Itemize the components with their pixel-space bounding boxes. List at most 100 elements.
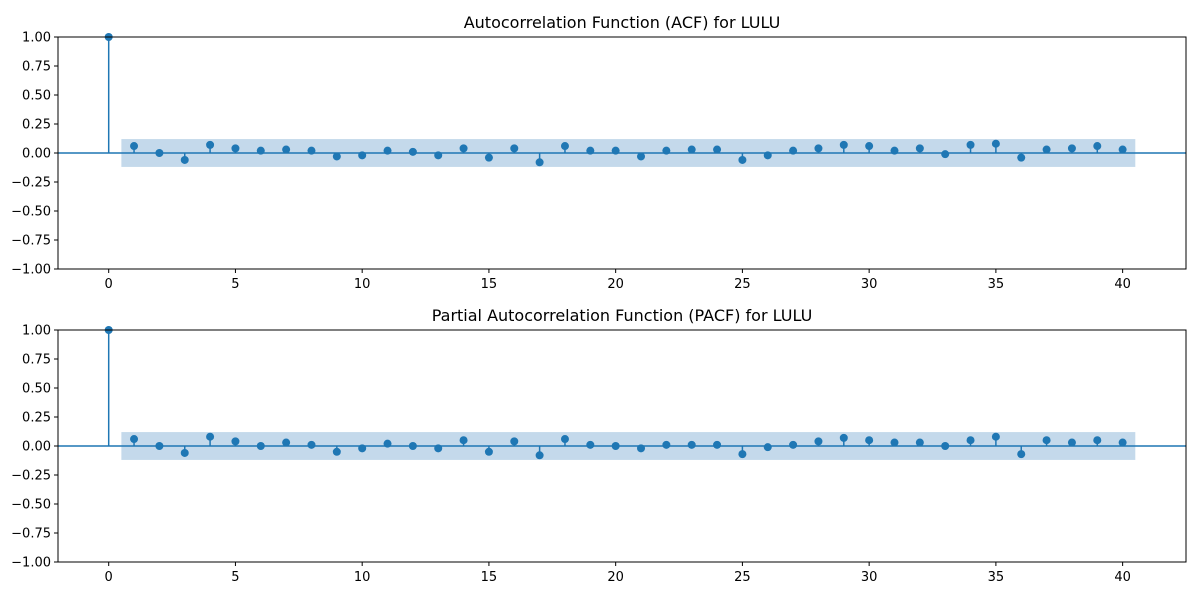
pacf-y-tick-label: 0.25 bbox=[22, 411, 51, 426]
pacf-marker-lag-8 bbox=[307, 440, 316, 449]
acf-x-tick-label: 35 bbox=[988, 277, 1005, 292]
acf-y-tick-label: 0.50 bbox=[22, 89, 51, 104]
pacf-marker-lag-9 bbox=[332, 447, 341, 456]
pacf-marker-lag-7 bbox=[282, 438, 291, 447]
acf-marker-lag-5 bbox=[231, 144, 240, 153]
pacf-marker-lag-30 bbox=[865, 436, 874, 445]
pacf-panel: Partial Autocorrelation Function (PACF) … bbox=[11, 306, 1187, 585]
pacf-x-tick-label: 15 bbox=[481, 570, 498, 585]
acf-marker-lag-13 bbox=[434, 151, 443, 160]
pacf-marker-lag-24 bbox=[713, 440, 722, 449]
pacf-y-tick-label: 1.00 bbox=[22, 324, 51, 339]
pacf-marker-lag-36 bbox=[1017, 450, 1026, 459]
acf-marker-lag-27 bbox=[789, 146, 798, 155]
acf-marker-lag-36 bbox=[1017, 153, 1026, 162]
pacf-y-tick-label: 0.75 bbox=[22, 353, 51, 368]
acf-y-tick-label: −0.50 bbox=[11, 205, 51, 220]
acf-marker-lag-7 bbox=[282, 145, 291, 154]
pacf-marker-lag-19 bbox=[586, 440, 595, 449]
acf-x-tick-label: 5 bbox=[231, 277, 239, 292]
acf-y-tick-label: −0.25 bbox=[11, 176, 51, 191]
pacf-x-tick-label: 20 bbox=[607, 570, 624, 585]
pacf-marker-lag-20 bbox=[611, 442, 620, 450]
pacf-y-tick-label: 0.00 bbox=[22, 440, 51, 455]
acf-marker-lag-10 bbox=[358, 151, 367, 160]
acf-marker-lag-26 bbox=[763, 151, 772, 160]
acf-marker-lag-32 bbox=[915, 144, 924, 153]
acf-marker-lag-6 bbox=[256, 146, 265, 155]
pacf-x-tick-label: 35 bbox=[988, 570, 1005, 585]
pacf-marker-lag-18 bbox=[560, 435, 569, 444]
pacf-x-tick-label: 30 bbox=[861, 570, 878, 585]
pacf-marker-lag-32 bbox=[915, 438, 924, 447]
pacf-marker-lag-39 bbox=[1093, 436, 1102, 445]
acf-marker-lag-39 bbox=[1093, 142, 1102, 151]
acf-marker-lag-29 bbox=[839, 140, 848, 149]
pacf-marker-lag-6 bbox=[256, 442, 265, 450]
pacf-marker-lag-26 bbox=[763, 443, 772, 452]
acf-chart-title: Autocorrelation Function (ACF) for LULU bbox=[464, 13, 781, 32]
pacf-y-tick-label: 0.50 bbox=[22, 382, 51, 397]
pacf-x-tick-label: 25 bbox=[734, 570, 751, 585]
pacf-marker-lag-16 bbox=[510, 437, 519, 446]
acf-marker-lag-24 bbox=[713, 145, 722, 154]
pacf-marker-lag-29 bbox=[839, 433, 848, 442]
acf-marker-lag-1 bbox=[130, 142, 139, 151]
pacf-x-tick-label: 40 bbox=[1114, 570, 1131, 585]
acf-marker-lag-38 bbox=[1067, 144, 1076, 153]
pacf-marker-lag-15 bbox=[484, 447, 493, 456]
pacf-marker-lag-34 bbox=[966, 436, 975, 445]
acf-marker-lag-23 bbox=[687, 145, 696, 154]
pacf-marker-lag-37 bbox=[1042, 436, 1051, 445]
acf-marker-lag-19 bbox=[586, 146, 595, 155]
acf-marker-lag-16 bbox=[510, 144, 519, 153]
acf-marker-lag-17 bbox=[535, 158, 544, 167]
pacf-marker-lag-10 bbox=[358, 444, 367, 453]
pacf-marker-lag-28 bbox=[814, 437, 823, 446]
acf-x-tick-label: 25 bbox=[734, 277, 751, 292]
pacf-marker-lag-25 bbox=[738, 450, 747, 459]
acf-x-tick-label: 20 bbox=[607, 277, 624, 292]
pacf-marker-lag-13 bbox=[434, 444, 443, 453]
acf-y-tick-label: 0.75 bbox=[22, 60, 51, 75]
pacf-x-tick-label: 5 bbox=[231, 570, 239, 585]
acf-panel: Autocorrelation Function (ACF) for LULU … bbox=[11, 13, 1187, 292]
pacf-x-tick-label: 10 bbox=[354, 570, 371, 585]
acf-y-tick-label: 1.00 bbox=[22, 31, 51, 46]
pacf-marker-lag-11 bbox=[383, 439, 392, 448]
pacf-marker-lag-17 bbox=[535, 451, 544, 460]
acf-x-tick-label: 10 bbox=[354, 277, 371, 292]
acf-marker-lag-11 bbox=[383, 146, 392, 155]
acf-marker-lag-28 bbox=[814, 144, 823, 153]
acf-y-tick-label: 0.25 bbox=[22, 118, 51, 133]
pacf-marker-lag-5 bbox=[231, 437, 240, 446]
acf-marker-lag-3 bbox=[180, 155, 189, 164]
acf-y-tick-label: −0.75 bbox=[11, 234, 51, 249]
acf-marker-lag-30 bbox=[865, 142, 874, 151]
pacf-y-tick-label: −0.75 bbox=[11, 527, 51, 542]
acf-marker-lag-22 bbox=[662, 146, 671, 155]
acf-marker-lag-37 bbox=[1042, 145, 1051, 154]
acf-marker-lag-18 bbox=[560, 142, 569, 151]
pacf-marker-lag-12 bbox=[408, 442, 417, 450]
acf-marker-lag-14 bbox=[459, 144, 468, 153]
pacf-marker-lag-21 bbox=[637, 444, 646, 453]
acf-marker-lag-2 bbox=[155, 149, 164, 157]
acf-marker-lag-33 bbox=[941, 150, 950, 159]
pacf-marker-lag-23 bbox=[687, 440, 696, 449]
acf-marker-lag-25 bbox=[738, 155, 747, 164]
pacf-chart-title: Partial Autocorrelation Function (PACF) … bbox=[432, 306, 813, 325]
acf-marker-lag-21 bbox=[637, 152, 646, 161]
acf-marker-lag-8 bbox=[307, 146, 316, 155]
acf-marker-lag-40 bbox=[1118, 145, 1127, 154]
acf-x-tick-label: 30 bbox=[861, 277, 878, 292]
pacf-marker-lag-14 bbox=[459, 436, 468, 445]
pacf-y-tick-label: −1.00 bbox=[11, 556, 51, 571]
acf-x-tick-label: 15 bbox=[481, 277, 498, 292]
acf-marker-lag-31 bbox=[890, 146, 899, 155]
acf-y-tick-label: −1.00 bbox=[11, 263, 51, 278]
acf-marker-lag-4 bbox=[206, 140, 215, 149]
pacf-marker-lag-27 bbox=[789, 440, 798, 449]
pacf-marker-lag-33 bbox=[941, 442, 950, 450]
pacf-marker-lag-35 bbox=[991, 432, 1000, 441]
